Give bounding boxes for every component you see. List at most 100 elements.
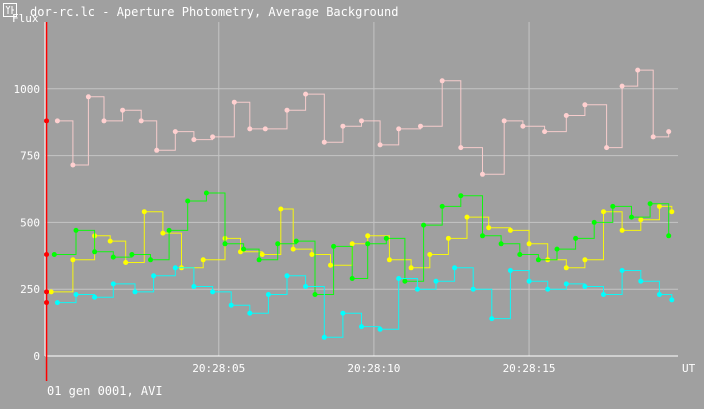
data-point: [669, 297, 675, 303]
data-point: [303, 284, 309, 289]
data-point: [160, 230, 166, 236]
data-point: [185, 198, 191, 204]
x-tick-label: 20:28:05: [192, 362, 245, 375]
data-point: [507, 268, 513, 273]
data-point: [647, 201, 653, 207]
data-point: [259, 252, 265, 257]
data-point: [228, 302, 234, 308]
data-point: [70, 162, 76, 168]
data-point: [365, 233, 371, 239]
data-point: [278, 206, 284, 212]
data-point: [120, 107, 126, 113]
y-axis-label: Flux: [12, 12, 39, 25]
data-point: [480, 171, 485, 177]
data-point: [110, 254, 116, 260]
series-line-2: [54, 192, 670, 295]
data-point: [396, 276, 402, 281]
data-point: [498, 241, 504, 247]
data-point: [141, 209, 147, 215]
data-point: [51, 252, 57, 257]
y-tick-label: 0: [33, 350, 40, 363]
data-point: [458, 193, 464, 199]
data-point: [383, 235, 389, 241]
data-point: [203, 190, 209, 196]
series-line-1: [51, 205, 673, 293]
data-point: [73, 227, 79, 233]
data-point: [247, 126, 253, 132]
data-point: [554, 246, 560, 252]
data-point: [265, 292, 271, 297]
data-point: [284, 273, 290, 279]
data-point: [247, 310, 253, 316]
data-point: [402, 278, 408, 284]
data-point: [610, 203, 616, 209]
data-point: [110, 281, 116, 287]
data-point: [414, 286, 420, 292]
data-point: [328, 262, 333, 268]
data-point: [365, 241, 371, 247]
data-point: [433, 278, 439, 284]
data-point: [480, 233, 485, 239]
data-point: [535, 257, 541, 263]
data-point: [418, 123, 423, 129]
data-point: [129, 252, 135, 257]
data-point: [210, 289, 216, 295]
data-point: [604, 145, 610, 151]
series-line-3: [57, 267, 673, 338]
data-point: [321, 334, 327, 340]
data-point: [563, 281, 569, 287]
data-point: [526, 278, 532, 284]
status-text: 01 gen 0001, AVI: [47, 384, 163, 398]
data-point: [582, 284, 588, 289]
data-point: [582, 257, 588, 263]
data-point: [601, 209, 606, 215]
data-point: [154, 147, 160, 153]
data-point: [486, 225, 492, 231]
data-point: [359, 118, 364, 124]
cursor-marker: [44, 289, 50, 295]
data-point: [427, 252, 433, 257]
data-point: [54, 300, 60, 306]
data-point: [151, 273, 157, 279]
data-point: [123, 260, 129, 265]
data-point: [138, 118, 144, 124]
data-point: [501, 118, 507, 124]
data-point: [635, 67, 641, 73]
data-point: [464, 214, 470, 220]
data-point: [231, 99, 237, 105]
cursor-marker: [44, 251, 50, 257]
data-point: [526, 241, 532, 247]
data-point: [132, 289, 138, 295]
data-point: [275, 241, 281, 247]
data-point: [191, 284, 197, 289]
data-point: [200, 257, 206, 263]
data-point: [563, 265, 569, 271]
data-point: [666, 129, 672, 135]
data-point: [619, 268, 625, 273]
data-point: [92, 294, 98, 300]
data-point: [321, 139, 327, 145]
data-point: [172, 265, 178, 271]
data-point: [166, 227, 172, 233]
data-point: [256, 257, 262, 263]
data-point: [349, 241, 355, 247]
data-point: [349, 276, 355, 281]
data-point: [619, 83, 625, 89]
y-tick-label: 250: [20, 283, 40, 296]
data-point: [452, 265, 458, 271]
data-point: [377, 326, 383, 332]
data-point: [262, 126, 268, 132]
data-point: [520, 123, 526, 129]
x-axis-label: UT: [682, 362, 696, 375]
y-tick-label: 500: [20, 216, 40, 229]
data-point: [293, 238, 299, 244]
data-point: [210, 134, 216, 140]
app-icon[interactable]: [3, 3, 17, 17]
data-point: [284, 107, 290, 113]
data-point: [591, 219, 597, 225]
data-point: [517, 252, 523, 257]
data-point: [650, 134, 656, 140]
data-point: [290, 246, 296, 252]
y-tick-label: 750: [20, 150, 40, 163]
